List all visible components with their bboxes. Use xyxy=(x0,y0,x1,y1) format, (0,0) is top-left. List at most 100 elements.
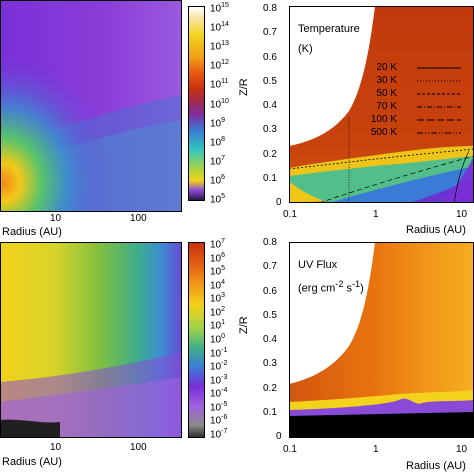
colorbar-bottom-tick-1: 106 xyxy=(210,251,226,264)
legend-label: 500 K xyxy=(370,127,397,138)
legend-line xyxy=(417,80,461,82)
br-ytick-0.2: 0.2 xyxy=(263,382,277,394)
panel-bottom-left xyxy=(0,242,182,438)
legend-label: 20 K xyxy=(376,62,397,73)
colorbar-top-tick-1: 1014 xyxy=(210,21,229,34)
colorbar-bottom-tick-13: 10-6 xyxy=(210,414,228,427)
ylabel-bottom-right: Z/R xyxy=(238,316,250,334)
xlabel-top-left: Radius (AU) xyxy=(2,226,62,238)
colorbar-top-tick-7: 108 xyxy=(210,135,226,149)
colorbar-top-tick-3: 1012 xyxy=(210,59,229,72)
colorbar-bottom-tick-9: 10-2 xyxy=(210,360,228,373)
panel-unit-temperature: (K) xyxy=(298,43,313,55)
colorbar-bottom-tick-8: 10-1 xyxy=(210,346,228,359)
frame-top-left xyxy=(0,0,182,212)
legend-label: 50 K xyxy=(376,88,397,99)
ylabel-top-right: Z/R xyxy=(238,78,250,96)
tr-ytick-0.6: 0.6 xyxy=(263,51,277,63)
legend-entry: 30 K xyxy=(349,75,469,87)
legend-entry: 100 K xyxy=(349,114,469,126)
legend-entry: 50 K xyxy=(349,88,469,100)
tr-ytick-0.7: 0.7 xyxy=(263,27,277,39)
tr-ytick-0.4: 0.4 xyxy=(263,100,277,111)
colorbar-top-tick-2: 1013 xyxy=(210,40,229,53)
legend-line xyxy=(417,119,461,121)
legend-label: 70 K xyxy=(376,101,397,112)
xtick-bl-100: 100 xyxy=(130,442,147,453)
xtick-tr-1: 1 xyxy=(373,209,379,220)
panel-top-left xyxy=(0,0,182,212)
xtick-bl-10: 10 xyxy=(50,442,62,453)
colorbar-bottom-tick-6: 101 xyxy=(210,319,226,332)
colorbar-bottom-tick-11: 10-4 xyxy=(210,387,228,400)
xtick-br-1: 1 xyxy=(373,444,379,455)
legend-line xyxy=(417,93,461,95)
colorbar-bottom-tick-3: 104 xyxy=(210,278,226,292)
colorbar-bottom-tick-2: 105 xyxy=(210,265,226,278)
tr-ytick-0.2: 0.2 xyxy=(263,148,277,160)
uv-unit-part-3: ) xyxy=(360,282,364,295)
panel-top-right: Temperature (K) 20 K 30 K 50 K 70 K 100 K 500… xyxy=(288,6,474,204)
colorbar-bottom-tick-14: 10-7 xyxy=(210,428,228,441)
colorbar-bottom-tick-0: 107 xyxy=(210,238,226,251)
br-ytick-0.1: 0.1 xyxy=(263,406,277,418)
br-ytick-0.5: 0.5 xyxy=(263,309,277,321)
xtick-br-0.1: 0.1 xyxy=(283,444,297,455)
colorbar-top-tick-9: 106 xyxy=(210,173,226,187)
xlabel-bottom-left: Radius (AU) xyxy=(2,456,62,468)
xlabel-top-right: Radius (AU) xyxy=(406,224,466,236)
panel-unit-uv-flux: (erg cm-2 s-1) xyxy=(298,279,364,295)
uv-unit-exp-1: -2 xyxy=(335,279,344,289)
uv-unit-part-2: s xyxy=(343,282,352,295)
tr-ytick-0.3: 0.3 xyxy=(263,124,277,136)
heatmap-top-right xyxy=(288,6,474,204)
heatmap-bottom-right xyxy=(289,242,474,438)
tr-ytick-0.1: 0.1 xyxy=(263,172,277,184)
legend-entry: 500 K xyxy=(349,127,469,139)
tr-ytick-0: 0 xyxy=(276,197,282,208)
uv-unit-part-1: (erg cm xyxy=(298,282,336,295)
colorbar-bottom-tick-10: 10-3 xyxy=(210,373,228,387)
colorbar-top-tick-4: 1011 xyxy=(210,78,229,91)
xtick-tr-0.1: 0.1 xyxy=(283,209,297,220)
frame-bottom-right xyxy=(289,242,474,438)
xlabel-bottom-right: Radius (AU) xyxy=(406,460,466,472)
colorbar-top xyxy=(188,6,205,201)
legend-line xyxy=(417,67,461,69)
panel-bottom-right: UV Flux (erg cm-2 s-1) xyxy=(289,242,474,438)
br-ytick-0.7: 0.7 xyxy=(263,261,277,273)
colorbar-top-tick-0: 1015 xyxy=(210,2,229,15)
br-ytick-0.8: 0.8 xyxy=(263,237,277,248)
xtick-br-10: 10 xyxy=(456,444,468,455)
heatmap-top-left xyxy=(0,0,182,212)
legend-label: 100 K xyxy=(370,114,397,125)
xtick-tr-10: 10 xyxy=(456,209,468,220)
uv-unit-exp-2: -1 xyxy=(352,279,361,289)
heatmap-bottom-left xyxy=(0,242,182,438)
panel-title-uv-flux: UV Flux xyxy=(298,259,338,271)
legend-label: 30 K xyxy=(376,75,397,86)
panel-title-temperature: Temperature xyxy=(298,23,360,35)
br-ytick-0: 0 xyxy=(276,431,282,442)
colorbar-bottom-tick-7: 100 xyxy=(210,333,226,346)
colorbar-bottom-tick-12: 10-5 xyxy=(210,400,228,414)
br-ytick-0.6: 0.6 xyxy=(263,285,277,297)
xtick-tl-10: 10 xyxy=(50,213,62,224)
frame-bottom-left xyxy=(0,242,182,438)
colorbar-top-tick-10: 105 xyxy=(210,193,226,206)
colorbar-top-tick-5: 1010 xyxy=(210,97,229,110)
colorbar-bottom xyxy=(188,242,205,438)
colorbar-top-tick-6: 109 xyxy=(210,116,226,129)
tr-ytick-0.8: 0.8 xyxy=(263,3,277,14)
tr-ytick-0.5: 0.5 xyxy=(263,75,277,87)
colorbar-bottom-tick-5: 102 xyxy=(210,305,226,319)
legend-line xyxy=(417,132,461,134)
legend-entry: 70 K xyxy=(349,101,469,113)
legend-line xyxy=(417,106,461,108)
colorbar-bottom-tick-4: 103 xyxy=(210,292,226,305)
br-ytick-0.4: 0.4 xyxy=(263,334,277,345)
br-ytick-0.3: 0.3 xyxy=(263,358,277,370)
colorbar-top-tick-8: 107 xyxy=(210,154,226,168)
legend-entry: 20 K xyxy=(349,62,469,74)
xtick-tl-100: 100 xyxy=(130,213,147,224)
